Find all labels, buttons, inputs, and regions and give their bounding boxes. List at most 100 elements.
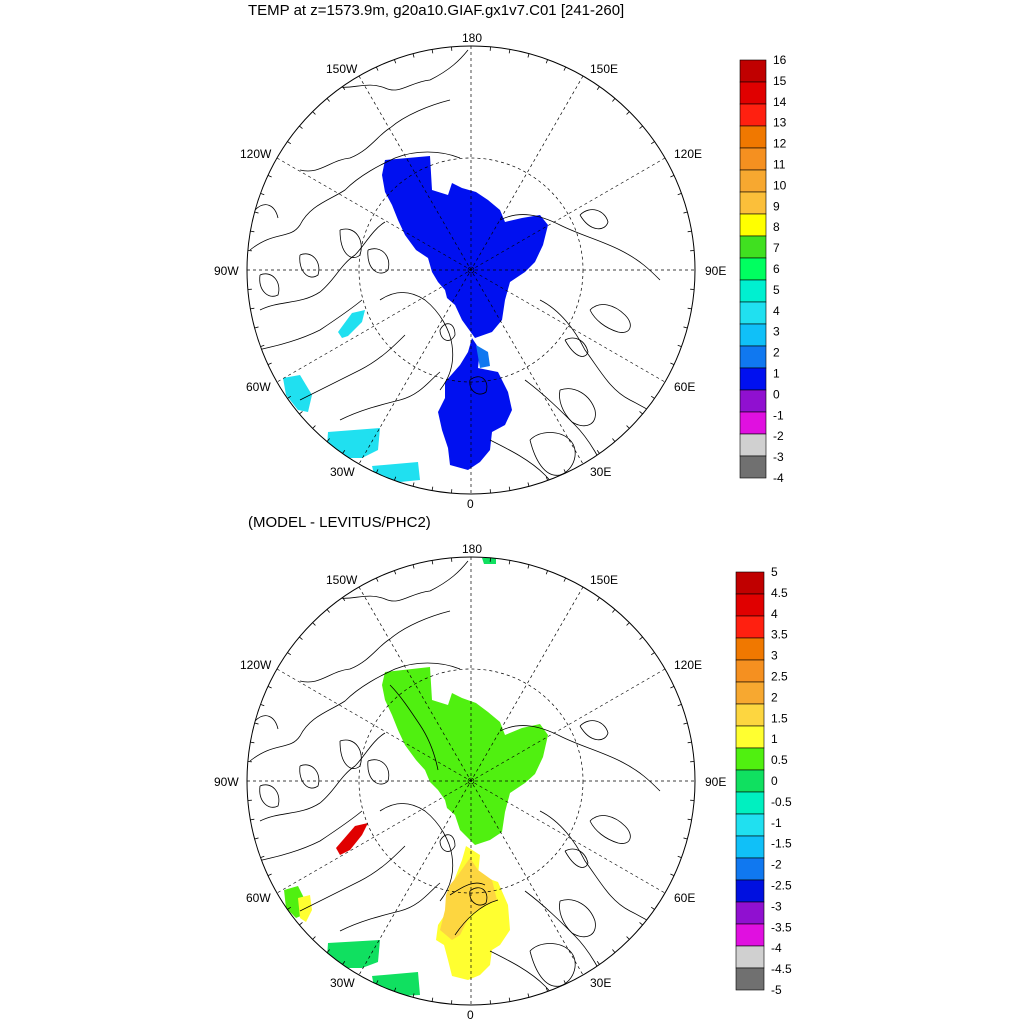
- colorbar-swatch: [739, 257, 767, 281]
- label-lower-left-2: 30W: [330, 465, 355, 479]
- colorbar-swatch: [735, 945, 765, 969]
- boundary-tick: [267, 174, 272, 178]
- coastlines: [249, 49, 681, 494]
- diff-patch-top: [482, 558, 496, 564]
- colorbar-swatch: [739, 191, 767, 215]
- colorbar-swatch: [739, 235, 767, 259]
- colorbar-swatch: [735, 571, 765, 595]
- colorbar-swatch: [739, 279, 767, 303]
- boundary-tick: [545, 987, 548, 992]
- label-upper-right-1: 150E: [590, 62, 618, 76]
- colorbar-tick-label: 4: [773, 304, 780, 318]
- colorbar-swatch: [739, 147, 767, 171]
- boundary-tick: [639, 636, 643, 640]
- colorbar-tick-label: -5: [771, 983, 782, 997]
- colorbar-swatch: [735, 747, 765, 771]
- boundary-tick: [326, 609, 330, 613]
- contour-lines: [389, 684, 499, 936]
- temperature-field-lower: [438, 338, 512, 470]
- label-lower-right-1: 60E: [674, 891, 695, 905]
- colorbar-tick-label: -1.5: [771, 837, 792, 851]
- label-left: 90W: [214, 264, 239, 278]
- colorbar-swatch: [735, 703, 765, 727]
- colorbar-tick-label: 4.5: [771, 586, 788, 600]
- label-right: 90E: [705, 775, 726, 789]
- top-map: 180 0 90W 90E 150W 120W 60W 30W 150E 120…: [214, 31, 726, 511]
- boundary-tick: [342, 449, 346, 454]
- boundary-tick: [650, 652, 655, 656]
- diff-patch-lightgreen-1: [327, 940, 380, 968]
- boundary-tick: [650, 395, 655, 399]
- boundary-tick: [287, 906, 292, 910]
- colorbar-tick-label: -3: [771, 899, 782, 913]
- boundary-tick: [260, 704, 265, 707]
- boundary-tick: [545, 570, 548, 575]
- colorbar-swatch: [739, 433, 767, 457]
- boundary-tick: [670, 873, 675, 877]
- boundary-tick: [260, 344, 265, 347]
- boundary-tick: [431, 486, 434, 491]
- colorbar-swatch: [739, 411, 767, 435]
- boundary-tick: [527, 482, 530, 487]
- colorbar-tick-label: 13: [773, 116, 787, 130]
- boundary-ticks: [247, 46, 695, 494]
- boundary-tick: [527, 993, 530, 998]
- boundary-tick: [683, 326, 688, 329]
- coastlines: [249, 560, 681, 1005]
- colorbar-tick-label: -3: [773, 450, 784, 464]
- boundary-tick: [563, 980, 567, 985]
- colorbar-tick-label: 7: [773, 241, 780, 255]
- diff-field-green: [382, 667, 548, 845]
- boundary-tick: [254, 722, 259, 725]
- boundary-tick: [670, 174, 675, 178]
- colorbar-tick-label: 1: [771, 732, 778, 746]
- boundary-tick: [650, 141, 655, 145]
- boundary-tick: [677, 193, 682, 196]
- boundary-tick: [508, 997, 511, 1002]
- colorbar-tick-label: 3: [773, 325, 780, 339]
- colorbar-bottom: 5 4.5 4 3.5 3 2.5 2 1.5 1 0.5 0 -0.5 -1 -1.5 -2 -2.5 -3 -…: [735, 565, 792, 997]
- boundary-tick: [394, 570, 397, 575]
- colorbar-tick-label: 0: [773, 387, 780, 401]
- colorbar-swatch: [735, 967, 765, 991]
- boundary-tick: [639, 125, 643, 129]
- colorbar-swatch: [739, 81, 767, 105]
- boundary-tick: [394, 59, 397, 64]
- colorbar-tick-label: -1: [773, 408, 784, 422]
- label-upper-left-2: 120W: [240, 147, 272, 161]
- diff-field-orange: [440, 858, 497, 940]
- boundary-tick: [267, 362, 272, 366]
- boundary-tick: [250, 741, 255, 744]
- colorbar-swatch: [739, 125, 767, 149]
- cyan-patch-west-1: [283, 375, 312, 412]
- colorbar-swatch: [735, 681, 765, 705]
- label-left: 90W: [214, 775, 239, 789]
- boundary-tick: [394, 987, 397, 992]
- boundary-tick: [375, 66, 379, 71]
- colorbar-swatch: [739, 213, 767, 237]
- colorbar-tick-label: 10: [773, 178, 787, 192]
- boundary-tick: [639, 411, 643, 415]
- colorbar-swatch: [739, 389, 767, 413]
- label-lower-right-1: 60E: [674, 380, 695, 394]
- boundary-tick: [431, 49, 434, 54]
- boundary-tick: [260, 855, 265, 858]
- colorbar-tick-label: -3.5: [771, 920, 792, 934]
- boundary-tick: [375, 980, 379, 985]
- boundary-tick: [267, 685, 272, 689]
- boundary-tick: [596, 86, 600, 91]
- colorbar-swatch: [735, 615, 765, 639]
- boundary-tick: [677, 704, 682, 707]
- boundary-tick: [626, 425, 630, 429]
- boundary-tick: [375, 469, 379, 474]
- colorbar-swatch: [735, 835, 765, 859]
- colorbar-swatch: [735, 813, 765, 837]
- colorbar-tick-label: 11: [773, 158, 786, 172]
- colorbar-tick-label: 12: [773, 137, 787, 151]
- boundary-tick: [254, 326, 259, 329]
- label-upper-left-1: 150W: [326, 62, 358, 76]
- label-upper-left-2: 120W: [240, 658, 272, 672]
- boundary-tick: [287, 141, 292, 145]
- boundary-tick: [254, 211, 259, 214]
- boundary-tick: [312, 111, 316, 115]
